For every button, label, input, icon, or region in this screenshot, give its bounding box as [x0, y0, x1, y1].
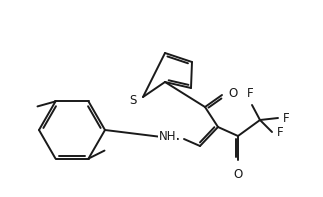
Text: NH: NH — [159, 129, 176, 142]
Text: F: F — [247, 87, 253, 100]
Text: O: O — [234, 168, 243, 181]
Text: F: F — [277, 126, 284, 139]
Text: S: S — [130, 94, 137, 107]
Text: O: O — [228, 86, 237, 99]
Text: F: F — [283, 112, 290, 125]
